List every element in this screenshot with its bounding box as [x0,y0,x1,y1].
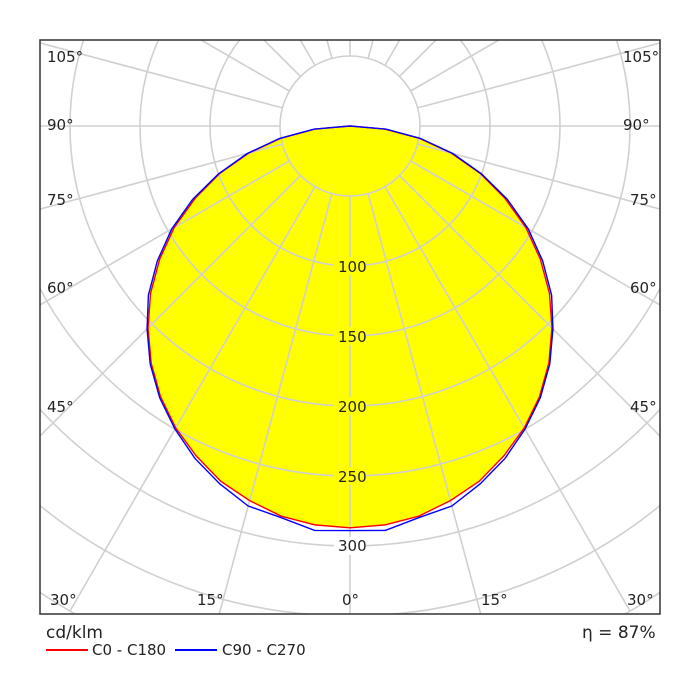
radial-tick-label: 150 [338,328,367,346]
legend-swatch-c90 [175,649,217,651]
angle-label: 75° [630,191,657,209]
radial-tick-label: 200 [338,398,367,416]
grid-radial-line [384,40,401,66]
grid-radial-line [299,40,316,66]
angle-label: 90° [47,116,74,134]
grid-radial-line [367,193,482,614]
grid-radial-line [410,160,660,306]
angle-label: 60° [630,279,657,297]
angle-label: 90° [623,116,650,134]
grid-radial-line [326,40,333,59]
angle-label: 0° [342,591,360,609]
angle-label: 105° [623,48,660,66]
radial-tick-label: 250 [338,468,367,486]
tick-label-bg [334,397,366,415]
radial-tick-label: 300 [338,537,367,555]
unit-label: cd/klm [46,623,103,643]
tick-label-bg [334,327,366,345]
angle-label: 60° [47,279,74,297]
angle-label: 15° [481,591,508,609]
legend-label-c90: C90 - C270 [222,641,306,659]
angle-label: 30° [627,591,654,609]
grid-radial-line [218,193,333,614]
angle-label: 15° [197,591,224,609]
angle-label: 105° [47,48,84,66]
grid-radial-line [40,160,290,306]
grid-radial-line [384,186,631,612]
grid-radial-line [40,42,283,109]
legend-label-c0: C0 - C180 [92,641,167,659]
grid-radial-line [40,143,283,210]
tick-label-bg [334,467,366,485]
angle-label: 45° [630,398,657,416]
grid-radial-line [367,40,374,59]
grid-radial-line [262,40,302,78]
angle-label: 30° [50,591,77,609]
series-curve-1 [146,125,554,532]
series-curve-0 [147,125,553,529]
grid-radial-line [69,186,316,612]
grid-radial-line [417,143,660,210]
grid-radial-line [398,174,660,438]
angle-label: 75° [47,191,74,209]
tick-label-bg [334,537,366,555]
grid-radial-line [417,42,660,109]
legend-swatch-c0 [46,649,88,651]
grid-radial-line [199,40,290,92]
plot-frame [39,39,661,615]
grid-radial-line [40,174,302,438]
radial-tick-label: 100 [338,258,367,276]
grid-radial-line [410,40,501,92]
angle-label: 45° [47,398,74,416]
tick-label-bg [334,257,366,275]
efficiency-label: η = 87% [582,623,656,643]
